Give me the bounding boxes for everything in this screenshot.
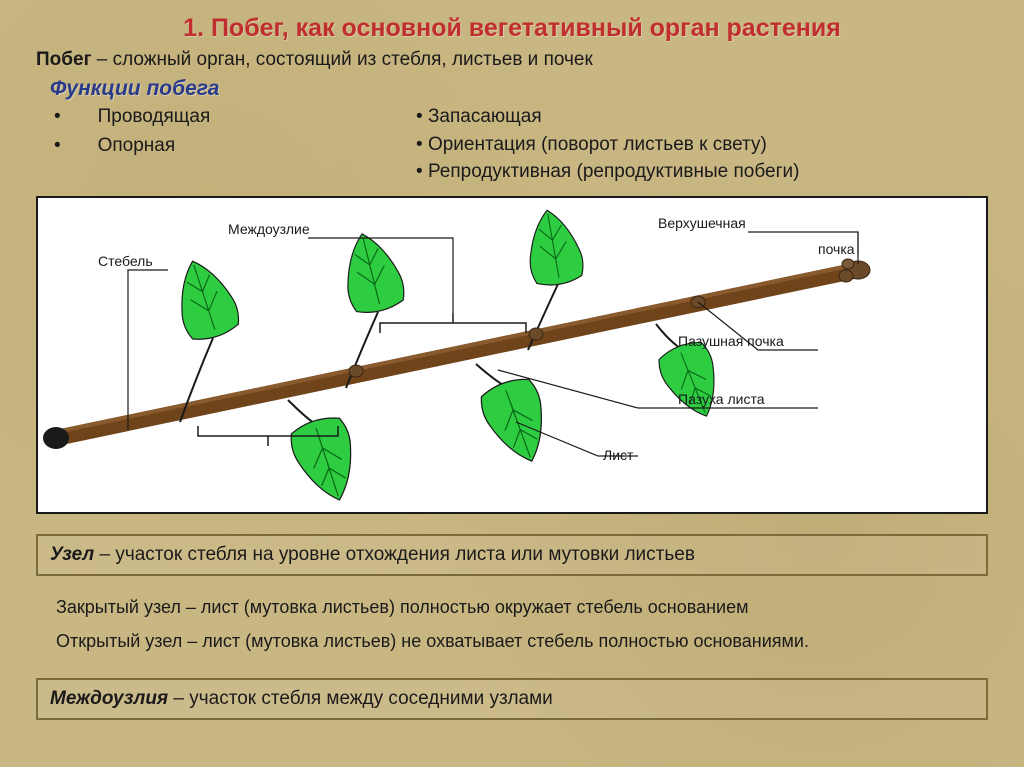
function-item: • Репродуктивная (репродуктивные побеги) xyxy=(416,158,988,186)
internode-term: Междоузлия xyxy=(50,688,168,709)
label-stem: Стебель xyxy=(98,253,153,269)
node-term: Узел xyxy=(50,544,94,565)
page-title: 1. Побег, как основной вегетативный орга… xyxy=(0,0,1024,43)
function-item: • Опорная xyxy=(36,132,416,161)
label-leaf-axil: Пазуха листа xyxy=(678,391,765,407)
functions-header: Функции побега xyxy=(0,71,1024,101)
node-subtypes: Закрытый узел – лист (мутовка листьев) п… xyxy=(56,590,968,658)
internode-text: – участок стебля между соседними узлами xyxy=(168,688,553,709)
functions-right-col: • Запасающая • Ориентация (поворот листь… xyxy=(416,103,988,186)
apical-bud xyxy=(839,259,870,282)
stem-base xyxy=(43,427,69,449)
definition-term: Побег xyxy=(36,49,91,70)
function-item: • Запасающая xyxy=(416,103,988,131)
internode-definition-box: Междоузлия – участок стебля между соседн… xyxy=(36,678,988,720)
function-item: • Проводящая xyxy=(36,103,416,132)
node-definition-box: Узел – участок стебля на уровне отхожден… xyxy=(36,534,988,576)
label-leaf: Лист xyxy=(603,447,634,463)
function-item: • Ориентация (поворот листьев к свету) xyxy=(416,131,988,159)
functions-list: • Проводящая • Опорная • Запасающая • Ор… xyxy=(0,101,1024,186)
open-node-def: Открытый узел – лист (мутовка листьев) н… xyxy=(56,624,968,658)
functions-left-col: • Проводящая • Опорная xyxy=(36,103,416,186)
closed-node-def: Закрытый узел – лист (мутовка листьев) п… xyxy=(56,590,968,624)
definition-text: – сложный орган, состоящий из стебля, ли… xyxy=(91,49,592,70)
node-text: – участок стебля на уровне отхождения ли… xyxy=(94,544,695,565)
shoot-diagram: Междоузлие Стебель Верхушечная почка Паз… xyxy=(36,196,988,514)
label-axillary-bud: Пазушная почка xyxy=(678,333,784,349)
label-apical-bud-2: почка xyxy=(818,241,855,257)
diagram-svg: Междоузлие Стебель Верхушечная почка Паз… xyxy=(38,198,986,512)
label-internode: Междоузлие xyxy=(228,221,310,237)
label-apical-bud-1: Верхушечная xyxy=(658,215,746,231)
shoot-definition: Побег – сложный орган, состоящий из стеб… xyxy=(0,43,1024,71)
